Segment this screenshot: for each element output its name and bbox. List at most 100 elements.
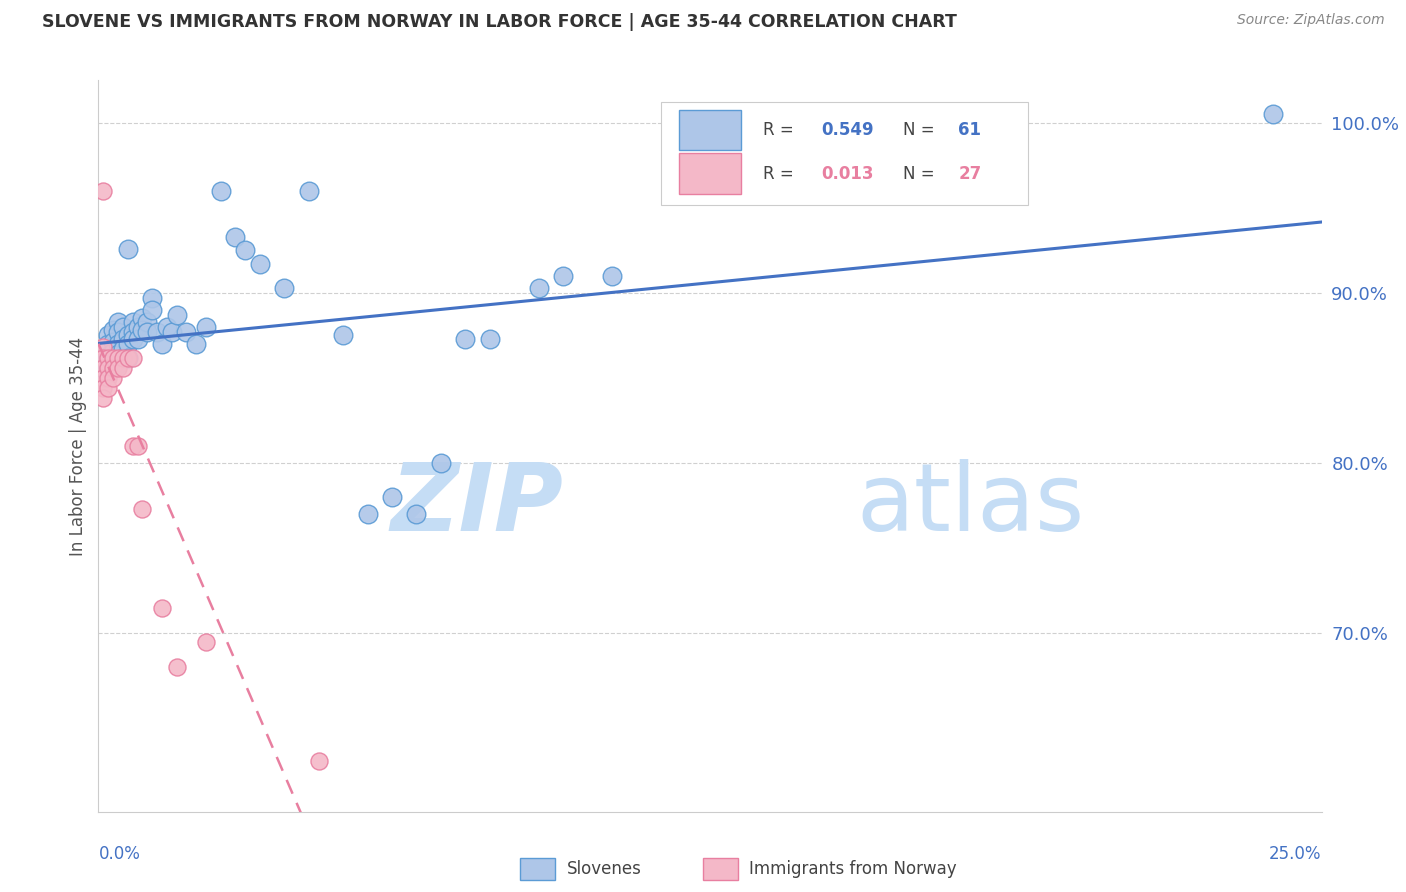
Point <box>146 325 169 339</box>
Point <box>249 257 271 271</box>
Text: Slovenes: Slovenes <box>567 860 641 879</box>
Point <box>273 281 295 295</box>
Point <box>91 392 114 406</box>
Point <box>121 325 143 339</box>
Bar <box>661 103 1028 204</box>
Y-axis label: In Labor Force | Age 35-44: In Labor Force | Age 35-44 <box>69 336 87 556</box>
Point <box>131 323 153 337</box>
Point <box>97 349 120 363</box>
Point <box>195 634 218 648</box>
Text: 61: 61 <box>959 120 981 138</box>
Point <box>101 323 124 337</box>
Point <box>111 360 134 375</box>
Point <box>91 381 114 395</box>
Point <box>454 332 477 346</box>
Point <box>117 351 139 365</box>
Point <box>121 315 143 329</box>
Point <box>107 357 129 371</box>
Point <box>91 371 114 385</box>
Point <box>97 381 120 395</box>
Point <box>405 507 427 521</box>
Point <box>195 320 218 334</box>
Point <box>233 244 256 258</box>
Point <box>111 320 134 334</box>
Text: N =: N = <box>903 120 941 138</box>
Point <box>101 371 124 385</box>
Point <box>131 502 153 516</box>
Point <box>97 360 120 375</box>
Text: ZIP: ZIP <box>391 458 564 550</box>
Text: R =: R = <box>762 164 799 183</box>
Point <box>91 360 114 375</box>
Point <box>136 325 159 339</box>
Point <box>111 342 134 356</box>
Point <box>308 754 330 768</box>
Point <box>111 332 134 346</box>
Text: atlas: atlas <box>856 458 1085 550</box>
Point <box>97 351 120 365</box>
Text: 0.0%: 0.0% <box>98 845 141 863</box>
Point <box>600 268 623 283</box>
Point <box>121 439 143 453</box>
Point <box>127 332 149 346</box>
Point <box>553 268 575 283</box>
Point <box>160 325 183 339</box>
Text: SLOVENE VS IMMIGRANTS FROM NORWAY IN LABOR FORCE | AGE 35-44 CORRELATION CHART: SLOVENE VS IMMIGRANTS FROM NORWAY IN LAB… <box>42 13 957 31</box>
Point <box>97 337 120 351</box>
Point <box>117 337 139 351</box>
Point <box>91 360 114 375</box>
Point <box>107 337 129 351</box>
Point <box>121 332 143 346</box>
Point <box>117 328 139 343</box>
Point <box>141 302 163 317</box>
Point <box>298 184 321 198</box>
Point <box>150 337 173 351</box>
Point <box>1261 107 1284 121</box>
Point <box>107 325 129 339</box>
Point <box>127 439 149 453</box>
Point <box>107 315 129 329</box>
Bar <box>679 110 741 150</box>
Bar <box>679 153 741 194</box>
Point <box>141 291 163 305</box>
Point <box>97 366 120 380</box>
Point <box>107 351 129 365</box>
Point <box>111 351 134 365</box>
Point <box>430 456 453 470</box>
Text: R =: R = <box>762 120 799 138</box>
Point <box>91 340 114 354</box>
Point <box>156 320 179 334</box>
Point <box>224 229 246 244</box>
Point <box>117 351 139 365</box>
Point <box>107 360 129 375</box>
Point <box>101 345 124 359</box>
Point <box>381 490 404 504</box>
Point <box>107 347 129 361</box>
Text: 0.013: 0.013 <box>821 164 875 183</box>
Point <box>121 351 143 365</box>
Point <box>97 328 120 343</box>
Point <box>356 507 378 521</box>
Point <box>91 351 114 365</box>
Point <box>150 600 173 615</box>
Point <box>478 332 501 346</box>
Point <box>186 337 208 351</box>
Text: 27: 27 <box>959 164 981 183</box>
Point <box>101 351 124 365</box>
Point <box>97 371 120 385</box>
Point <box>332 328 354 343</box>
Text: 25.0%: 25.0% <box>1270 845 1322 863</box>
Point <box>101 360 124 375</box>
Point <box>117 242 139 256</box>
Point <box>136 315 159 329</box>
Text: Immigrants from Norway: Immigrants from Norway <box>749 860 957 879</box>
Point <box>91 184 114 198</box>
Point <box>127 320 149 334</box>
Point <box>131 311 153 326</box>
Point <box>166 308 188 322</box>
Point <box>91 354 114 368</box>
Point <box>176 325 198 339</box>
Point <box>527 281 550 295</box>
Point <box>166 660 188 674</box>
Point <box>101 357 124 371</box>
